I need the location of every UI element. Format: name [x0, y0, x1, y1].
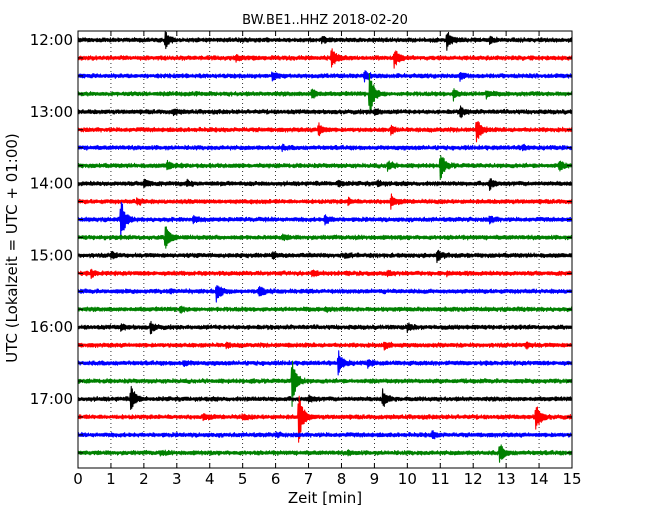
- trace-row: [77, 430, 573, 440]
- trace-row: [77, 395, 573, 443]
- trace-row: [77, 305, 573, 314]
- x-tick-label: 14: [530, 470, 549, 488]
- trace-row: [77, 444, 573, 463]
- trace-row: [77, 155, 573, 180]
- x-axis-label: Zeit [min]: [288, 489, 362, 507]
- trace-row: [77, 268, 573, 280]
- x-tick-label: 9: [370, 470, 380, 488]
- x-tick-label: 2: [139, 470, 149, 488]
- x-tick-label: 3: [172, 470, 182, 488]
- trace-row: [77, 143, 573, 153]
- x-tick-label: 10: [398, 470, 417, 488]
- plot-frame: [77, 30, 573, 469]
- x-tick-label: 0: [73, 470, 83, 488]
- trace-row: [77, 31, 573, 51]
- trace-row: [77, 226, 573, 249]
- trace-row: [77, 201, 573, 240]
- tick-layer: 0 1 2 3 4 5 6 7 8 9 10 11 12 13 14 1512:0013:0014:0015:…: [30, 31, 582, 488]
- y-tick-label: 12:00: [30, 31, 73, 49]
- grid-layer: [110, 31, 540, 468]
- y-tick-label: 15:00: [30, 246, 73, 264]
- x-tick-label: 1: [106, 470, 116, 488]
- x-tick-label: 13: [497, 470, 516, 488]
- x-tick-label: 12: [464, 470, 483, 488]
- x-tick-label: 4: [205, 470, 215, 488]
- y-tick-label: 16:00: [30, 318, 73, 336]
- trace-row: [77, 385, 573, 410]
- trace-row: [77, 193, 573, 210]
- y-tick-label: 13:00: [30, 103, 73, 121]
- trace-row: [77, 178, 573, 192]
- y-tick-label: 14:00: [30, 175, 73, 193]
- trace-row: [77, 73, 573, 112]
- trace-row: [77, 70, 573, 83]
- chart-title: BW.BE1..HHZ 2018-02-20: [242, 13, 408, 28]
- x-tick-label: 6: [271, 470, 281, 488]
- trace-layer: [77, 31, 573, 463]
- x-tick-label: 8: [337, 470, 347, 488]
- y-tick-label: 17:00: [30, 390, 73, 408]
- trace-row: [77, 48, 573, 69]
- trace-row: [77, 341, 573, 351]
- x-tick-label: 11: [431, 470, 450, 488]
- trace-row: [77, 350, 573, 376]
- trace-row: [77, 285, 573, 303]
- trace-row: [77, 320, 573, 335]
- trace-row: [77, 249, 573, 264]
- trace-row: [77, 105, 573, 119]
- trace-row: [77, 121, 573, 143]
- y-axis-label: UTC (Lokalzeit = UTC + 01:00): [3, 133, 21, 363]
- x-tick-label: 5: [238, 470, 248, 488]
- x-tick-label: 15: [562, 470, 581, 488]
- x-tick-label: 7: [304, 470, 314, 488]
- trace-row: [77, 360, 573, 407]
